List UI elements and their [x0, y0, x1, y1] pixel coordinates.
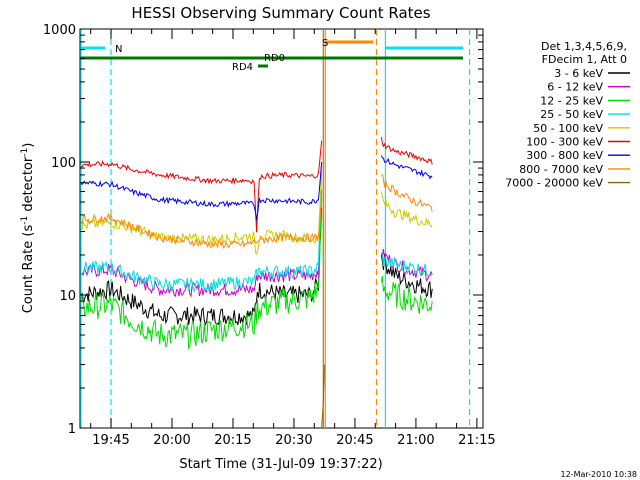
indicator-layer: N RD0 RD4 S	[80, 38, 463, 73]
legend-entry-label: 12 - 25 keV	[540, 94, 603, 107]
series-line	[80, 161, 323, 221]
series-7	[80, 155, 433, 221]
series-8	[80, 174, 433, 249]
y-tick-label: 10	[59, 289, 76, 304]
legend-header: Det 1,3,4,5,6,9,	[541, 40, 627, 53]
y-tick-label: 1	[68, 422, 76, 437]
rd0-label: RD0	[264, 53, 285, 64]
y-tick-label: 100	[51, 156, 76, 171]
legend-entry-label: 3 - 6 keV	[554, 67, 603, 80]
series-line	[381, 174, 433, 212]
series-line	[380, 253, 433, 298]
series-line	[80, 201, 323, 249]
series-line	[80, 196, 323, 351]
legend-entry-label: 300 - 800 keV	[526, 149, 603, 162]
indicator-lines	[80, 29, 471, 428]
series-line	[380, 276, 433, 314]
axis-layer: 1 10 100 1000 19:45 20:00 20:15 20:30 20:45 21:00…	[43, 23, 496, 448]
x-tick-label: 20:15	[214, 433, 251, 448]
s-label: S	[322, 38, 328, 49]
series-line	[80, 171, 323, 293]
series-4	[80, 171, 433, 293]
timestamp: 12-Mar-2010 10:38	[561, 470, 638, 479]
legend-header: FDecim 1, Att 0	[542, 53, 627, 66]
series-line	[321, 364, 325, 429]
x-tick-label: 20:45	[336, 433, 373, 448]
series-line	[380, 137, 433, 165]
y-axis-label-end: )	[21, 143, 36, 148]
x-tick-label: 21:00	[397, 433, 434, 448]
series-line	[380, 155, 433, 180]
y-tick-label: 1000	[43, 23, 76, 38]
series-3	[80, 196, 433, 351]
legend-entry-label: 100 - 300 keV	[526, 136, 603, 149]
x-tick-label: 20:30	[275, 433, 312, 448]
n-label: N	[115, 44, 122, 55]
plot-frame	[79, 28, 484, 429]
x-tick-label: 20:00	[153, 433, 190, 448]
series-line	[80, 140, 323, 233]
rd4-label: RD4	[232, 62, 253, 73]
series-9	[321, 364, 325, 429]
series-line	[380, 252, 433, 278]
legend-entry-label: 800 - 7000 keV	[519, 163, 603, 176]
y-axis-label-mid: detector	[21, 156, 36, 216]
series-layer	[80, 137, 433, 429]
y-axis-label-sup1: -1	[20, 216, 30, 225]
y-axis-label-sup2: -1	[20, 148, 30, 157]
y-axis-label: Count Rate (s-1 detector-1)	[20, 143, 36, 314]
series-line	[380, 191, 433, 228]
x-tick-label: 19:45	[92, 433, 129, 448]
legend-entry-label: 7000 - 20000 keV	[505, 177, 603, 190]
legend-entry-label: 6 - 12 keV	[547, 81, 603, 94]
chart-title: HESSI Observing Summary Count Rates	[131, 4, 430, 22]
x-tick-label: 21:15	[458, 433, 495, 448]
y-axis-label-main: Count Rate (s	[21, 225, 36, 314]
series-line	[80, 164, 323, 256]
series-5	[80, 164, 433, 256]
legend-entry-label: 25 - 50 keV	[540, 108, 603, 121]
legend-entry-label: 50 - 100 keV	[533, 122, 603, 135]
legend: Det 1,3,4,5,6,9,FDecim 1, Att 03 - 6 keV…	[505, 40, 630, 190]
x-axis-label: Start Time (31-Jul-09 19:37:22)	[179, 457, 382, 472]
series-6	[80, 137, 433, 233]
